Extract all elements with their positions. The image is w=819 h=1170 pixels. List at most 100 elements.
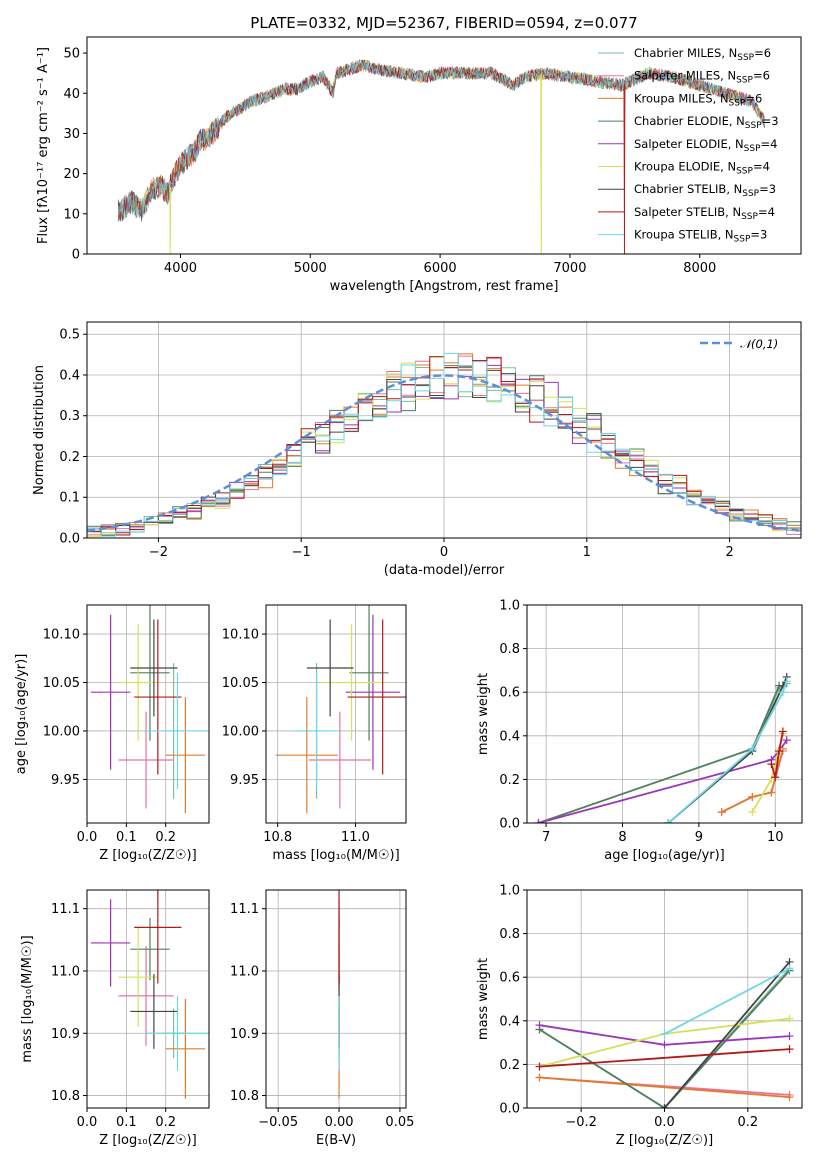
axes-frame: [86, 321, 802, 539]
y-tick-label: 0.2: [499, 773, 520, 788]
legend-entry: Kroupa STELIB, NSSP=3: [634, 228, 767, 245]
panel-weight-vs-age: 7 8 9 10 0.0 0.2 0.4 0.6 0.8 1.0 age [log₁₀(age/yr…: [476, 599, 803, 863]
weight-series-line: [770, 731, 784, 778]
legend-entry: Chabrier MILES, NSSP=6: [634, 46, 771, 63]
axes-frame: [265, 889, 407, 1109]
x-tick-label: 9: [695, 830, 703, 845]
weight-marker: [660, 1040, 669, 1049]
weight-marker: [782, 677, 791, 686]
weight-series-line: [539, 1048, 790, 1068]
x-tick-label: −0.05: [258, 1115, 298, 1130]
panel-weight-vs-Z: −0.2 0.0 0.2 0.0 0.2 0.4 0.6 0.8 1.0 Z [log₁₀(Z/Z…: [476, 884, 803, 1148]
axes-frame: [86, 604, 210, 824]
y-tick-label: 11.0: [230, 964, 259, 979]
weight-marker: [535, 1021, 544, 1030]
x-tick-label: 8000: [683, 261, 716, 276]
weight-marker: [785, 1093, 794, 1102]
axes-frame: [86, 889, 210, 1109]
y-tick-label: 0.1: [59, 491, 80, 506]
y-tick-label: 10.8: [51, 1089, 80, 1104]
legend-entry: Salpeter ELODIE, NSSP=4: [634, 137, 777, 154]
x-tick-label: 5000: [294, 261, 327, 276]
y-tick-label: 10.10: [43, 628, 80, 643]
y-tick-label: 0.0: [59, 532, 80, 547]
y-tick-label: 10.00: [43, 724, 80, 739]
weight-marker: [775, 747, 784, 756]
weight-marker: [660, 1029, 669, 1038]
legend-entry: Chabrier STELIB, NSSP=3: [634, 182, 776, 199]
x-tick-label: 1: [583, 545, 591, 560]
weight-marker: [785, 1032, 794, 1041]
weight-marker: [535, 1062, 544, 1071]
x-tick-label: 10.8: [263, 830, 292, 845]
weight-series-line: [667, 681, 788, 823]
y-tick-label: 30: [63, 127, 80, 142]
x-tick-label: 0.00: [325, 1115, 354, 1130]
y-tick-label: 0.8: [499, 927, 520, 942]
y-axis-label: mass weight: [476, 673, 491, 755]
weight-lines: [535, 957, 794, 1108]
x-tick-label: 0.0: [77, 1115, 98, 1130]
weight-marker: [778, 727, 787, 736]
spectrum-series-line: [117, 60, 765, 254]
spectrum-series-line: [117, 59, 765, 220]
x-tick-label: 2: [725, 545, 733, 560]
legend-entry: Chabrier ELODIE, NSSP=3: [634, 114, 779, 131]
weight-series-line: [664, 967, 790, 1035]
y-tick-label: 0.4: [499, 729, 520, 744]
x-axis-label: (data-model)/error: [384, 563, 505, 578]
y-tick-label: 40: [63, 87, 80, 102]
x-tick-label: 7000: [553, 261, 586, 276]
y-tick-label: 20: [63, 167, 80, 182]
y-axis-label: Normed distribution: [32, 365, 47, 495]
weight-series-line: [751, 733, 784, 813]
x-axis-label: Z [log₁₀(Z/Z☉)]: [616, 1133, 713, 1148]
x-tick-label: 4000: [164, 261, 197, 276]
weight-marker: [664, 819, 673, 823]
weight-marker: [785, 964, 794, 973]
weight-marker: [748, 792, 757, 801]
panel-age-vs-mass: 10.8 11.0 9.95 10.00 10.05 10.10 mass [log₁₀(M…: [222, 604, 407, 863]
x-tick-label: 0.05: [385, 1115, 414, 1130]
y-tick-label: 9.95: [51, 773, 80, 788]
weight-marker: [534, 819, 543, 823]
histogram-series: [87, 352, 801, 537]
y-tick-label: 9.95: [230, 773, 259, 788]
weight-series-line: [663, 961, 791, 1108]
y-axis-label: Flux [fλ10⁻¹⁷ erg cm⁻² s⁻¹ A⁻¹]: [36, 47, 51, 244]
spectrum-lines: [117, 58, 765, 254]
x-axis-label: mass [log₁₀(M/M☉)]: [272, 848, 399, 863]
spectrum-series-line: [117, 59, 765, 254]
legend-entry: Salpeter MILES, NSSP=6: [634, 69, 770, 86]
y-tick-label: 0.8: [499, 642, 520, 657]
weight-lines: [534, 672, 791, 823]
legend-entry: 𝒩(0,1): [740, 337, 778, 351]
weight-marker: [782, 736, 791, 745]
y-tick-label: 0.4: [59, 368, 80, 383]
x-tick-label: 10: [767, 830, 784, 845]
y-tick-label: 10: [63, 207, 80, 222]
y-axis-label: age [log₁₀(age/yr)]: [14, 654, 29, 775]
y-tick-label: 10.8: [230, 1089, 259, 1104]
weight-marker: [778, 688, 787, 697]
legend-entry: Salpeter STELIB, NSSP=4: [634, 205, 775, 222]
weight-series-line: [667, 682, 788, 823]
y-tick-label: 1.0: [499, 884, 520, 899]
weight-series-line: [667, 676, 788, 823]
y-tick-label: 11.1: [230, 902, 259, 917]
x-tick-label: 0.1: [116, 1115, 137, 1130]
weight-series-line: [539, 1076, 790, 1098]
spectrum-legend: Chabrier MILES, NSSP=6 Salpeter MILES, NS…: [598, 46, 779, 245]
y-tick-label: 0: [72, 248, 80, 263]
weight-marker: [748, 808, 757, 817]
x-axis-label: age [log₁₀(age/yr)]: [604, 848, 725, 863]
y-tick-label: 10.05: [43, 676, 80, 691]
weight-marker: [785, 1045, 794, 1054]
panel-spectrum: 4000 5000 6000 7000 8000 0 10 20 30 40 50 wavelengt…: [36, 14, 802, 294]
x-tick-label: 0.2: [155, 830, 176, 845]
x-tick-label: −1: [292, 545, 311, 560]
axes-frame: [526, 889, 803, 1109]
x-tick-label: 0.0: [654, 1115, 675, 1130]
normal-reference-curve: [87, 374, 801, 533]
